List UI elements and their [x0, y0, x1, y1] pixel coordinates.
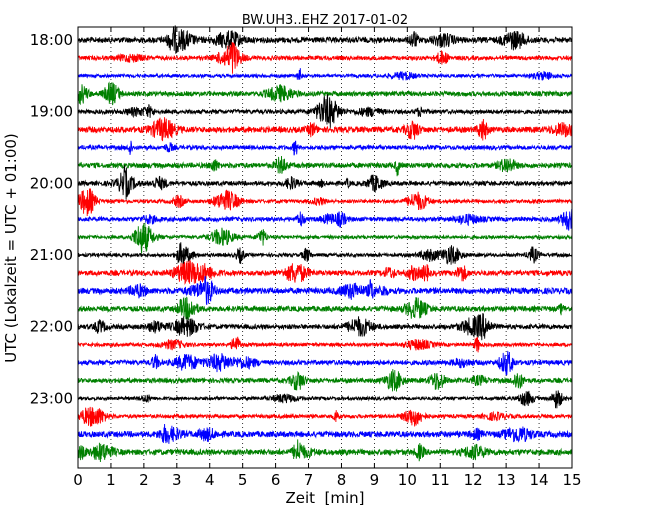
x-tick-label: 1 [106, 471, 116, 489]
y-tick-label: 18:00 [30, 31, 73, 49]
trace-2315 [77, 406, 573, 427]
trace-1900 [77, 93, 573, 128]
y-tick-label: 21:00 [30, 246, 73, 264]
trace-1915 [77, 117, 573, 142]
trace-2215 [77, 336, 573, 353]
x-tick-label: 11 [431, 471, 450, 489]
x-tick-label: 9 [370, 471, 380, 489]
x-tick-label: 14 [530, 471, 549, 489]
x-tick-label: 8 [337, 471, 347, 489]
trace-2000 [77, 165, 573, 200]
trace-1845 [77, 81, 573, 106]
x-tick-label: 5 [238, 471, 248, 489]
x-tick-label: 2 [139, 471, 149, 489]
y-tick-label: 20:00 [30, 174, 73, 192]
trace-2100 [77, 242, 573, 266]
trace-2015 [77, 188, 573, 217]
trace-1930 [77, 140, 573, 156]
x-tick-label: 15 [562, 471, 581, 489]
y-axis-label: UTC (Lokalzeit = UTC + 01:00) [2, 133, 20, 363]
x-tick-label: 6 [271, 471, 281, 489]
trace-1945 [77, 155, 573, 177]
x-tick-label: 10 [398, 471, 417, 489]
grid-lines [110, 27, 540, 468]
chart-title: BW.UH3..EHZ 2017-01-02 [242, 13, 408, 28]
trace-2030 [77, 209, 573, 231]
x-tick-label: 7 [304, 471, 314, 489]
x-tick-label: 0 [73, 471, 83, 489]
y-tick-label: 23:00 [30, 389, 73, 407]
trace-2230 [77, 350, 573, 376]
trace-2245 [77, 369, 573, 392]
trace-2145 [77, 296, 573, 320]
trace-2115 [77, 260, 573, 286]
x-tick-label: 4 [205, 471, 215, 489]
x-tick-label: 12 [464, 471, 483, 489]
seismic-traces [77, 25, 573, 463]
axis-ticks: 0 1 2 3 4 5 6 7 8 9 10 11 12 13 14 1518:0019:0020:0021:… [30, 27, 582, 489]
x-axis-label: Zeit [min] [285, 489, 364, 507]
trace-1800 [77, 25, 573, 54]
trace-2330 [77, 423, 573, 444]
trace-1815 [77, 41, 573, 74]
trace-2300 [77, 390, 573, 409]
x-tick-label: 13 [497, 471, 516, 489]
trace-1830 [77, 68, 573, 81]
y-tick-label: 22:00 [30, 318, 73, 336]
trace-2200 [77, 313, 573, 341]
x-tick-label: 3 [172, 471, 182, 489]
trace-2130 [77, 276, 573, 306]
plot-frame [77, 26, 573, 469]
trace-2045 [77, 222, 573, 254]
y-tick-label: 19:00 [30, 103, 73, 121]
trace-2345 [77, 439, 573, 463]
